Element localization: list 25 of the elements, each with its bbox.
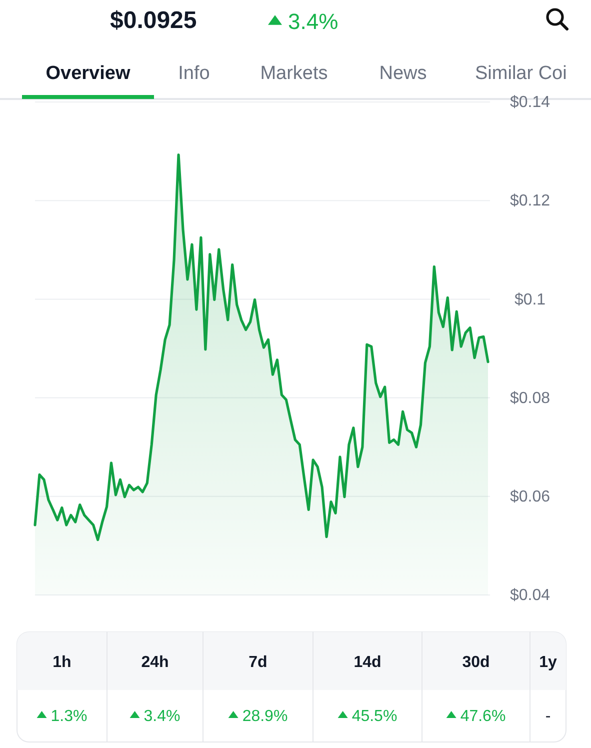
- text: News: [379, 63, 427, 84]
- category-label: 30d: [462, 654, 490, 671]
- text: Overview: [46, 63, 130, 84]
- text: Markets: [260, 63, 328, 84]
- text: 3.4%: [144, 708, 180, 725]
- y-tick-label: $0.1: [514, 291, 546, 308]
- text: 45.5%: [352, 708, 398, 725]
- text: 3.4%: [288, 9, 338, 34]
- text: -: [545, 708, 551, 725]
- text: 1.3%: [50, 708, 88, 725]
- category-label: 1h: [52, 654, 72, 671]
- y-tick-label: $0.08: [510, 390, 550, 407]
- y-tick-label: $0.06: [510, 488, 550, 506]
- text: Similar Coi: [475, 63, 567, 84]
- category-label: 14d: [354, 654, 382, 671]
- text: 47.6%: [460, 708, 506, 725]
- text: 28.9%: [242, 708, 288, 725]
- category-label: 24h: [141, 654, 169, 671]
- text: $0.0925: [110, 7, 197, 34]
- y-tick-label: $0.14: [510, 94, 550, 112]
- y-tick-label: $0.12: [510, 192, 550, 210]
- category-label: 1y: [539, 654, 557, 671]
- y-tick-label: $0.04: [510, 587, 550, 604]
- text: Info: [178, 63, 210, 84]
- category-label: 7d: [248, 654, 268, 671]
